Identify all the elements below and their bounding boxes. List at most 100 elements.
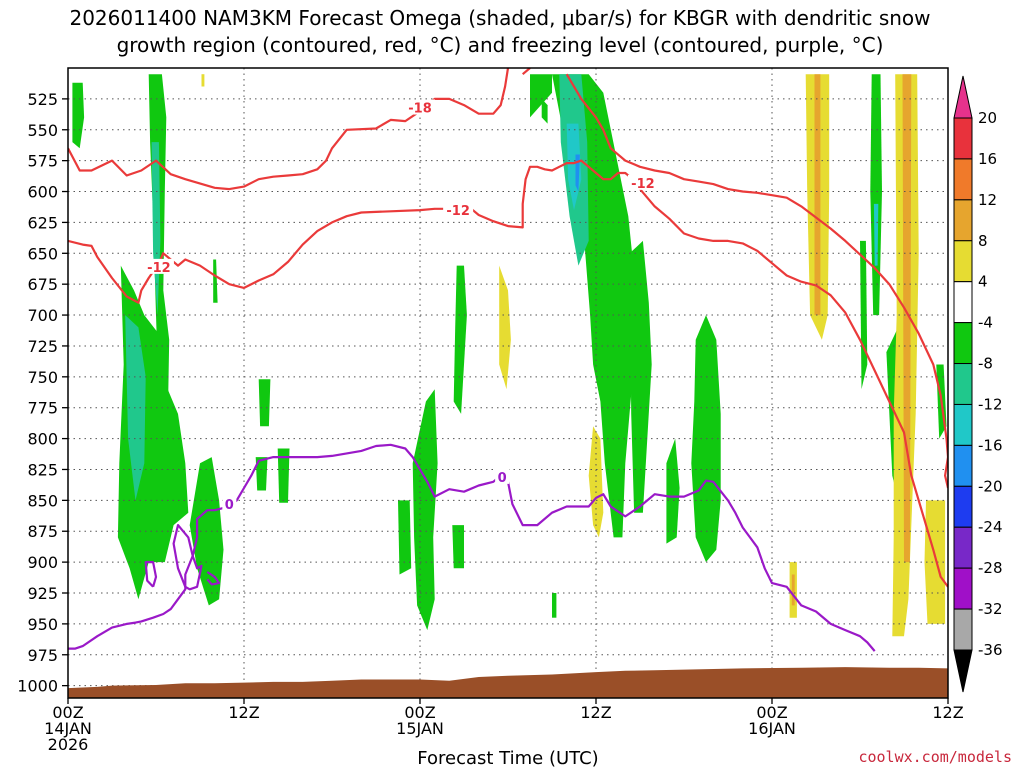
colorbar-bin-4 [953,281,973,324]
y-tick-label-0: 525 [27,90,58,109]
omega-region-13 [541,98,548,124]
colorbar-bin-10 [953,526,973,569]
colorbar-label-11: -28 [978,559,1003,577]
colorbar-under-arrow [953,649,973,693]
colorbar-bin-6 [953,363,973,405]
title-line-1: 2026011400 NAM3KM Forecast Omega (shaded… [69,6,930,30]
y-tick-label-8: 725 [27,337,58,356]
omega-region-35 [924,500,946,624]
y-axis: 525 550 575 600 625 650 675 700 725 750 775 800 825 8… [17,90,68,696]
colorbar-bin-0 [953,117,973,160]
terrain-fill [68,667,948,698]
colorbar-bin-9 [953,485,973,528]
x-tick-label-0-0: 00Z [52,703,83,722]
colorbar-label-10: -24 [978,518,1003,536]
terrain-polygon [68,667,948,698]
contour-label-bg-3 [627,174,658,190]
freezing-contour-3 [206,571,221,586]
colorbar-label-6: -8 [978,355,993,373]
omega-region-7 [255,457,268,491]
dgz-contour-1 [68,159,948,588]
omega-shading [72,74,947,637]
colorbar-label-13: -36 [978,641,1003,659]
y-tick-label-14: 875 [27,522,58,541]
colorbar-bin-3 [953,240,973,283]
contour-label-1: -12 [147,261,171,276]
dgz-contour-3 [565,73,948,489]
colorbar-label-0: 20 [978,109,997,127]
omega-region-19 [870,74,882,316]
contour-labels: -18 -12 -12 -12 0 0 [143,99,658,513]
omega-region-11 [453,265,467,414]
colorbar: 20 16 12 8 4 -4 -8 -12 -16 -20 -24 -28 -32 -36 [953,75,1003,693]
colorbar-bin-5 [953,322,973,365]
x-tick-label-5-0: 12Z [932,703,963,722]
colorbar-bin-11 [953,567,973,610]
colorbar-label-2: 12 [978,191,997,209]
y-tick-label-10: 775 [27,399,58,418]
x-tick-label-3-0: 12Z [580,703,611,722]
y-tick-label-9: 750 [27,368,58,387]
y-tick-label-5: 650 [27,244,58,263]
colorbar-bin-2 [953,199,973,242]
contour-label-5: 0 [498,471,507,486]
omega-region-31 [499,265,511,390]
x-tick-label-4-0: 00Z [756,703,787,722]
colorbar-label-12: -32 [978,600,1003,618]
omega-region-12 [530,74,552,118]
y-tick-label-3: 600 [27,183,58,202]
dgz-contour-0 [68,68,510,191]
y-tick-label-2: 575 [27,152,58,171]
colorbar-label-9: -20 [978,477,1003,495]
x-tick-label-0-2: 2026 [48,735,89,754]
y-tick-label-11: 800 [27,430,58,449]
colorbar-label-5: -4 [978,314,993,332]
x-tick-label-4-1: 16JAN [748,719,796,738]
y-tick-label-13: 850 [27,491,58,510]
omega-region-8 [412,389,438,631]
contour-label-4: 0 [225,498,234,513]
freezing-contour-0 [68,443,876,652]
contour-lines [68,68,948,652]
x-tick-label-2-1: 15JAN [396,719,444,738]
omega-region-16 [666,438,680,544]
colorbar-label-4: 4 [978,273,988,291]
omega-region-37 [814,74,821,316]
contour-label-2: -12 [446,204,470,219]
y-tick-label-4: 625 [27,213,58,232]
freezing-contour-1 [172,523,203,591]
omega-region-14 [552,74,638,538]
credit-text: coolwx.com/models [858,748,1012,766]
y-tick-label-12: 825 [27,460,58,479]
y-tick-label-1: 550 [27,121,58,140]
contour-label-0: -18 [408,102,432,117]
contour-label-3: -12 [631,177,655,192]
contour-label-bg-0 [405,99,435,115]
omega-region-10 [452,525,464,569]
x-tick-label-0-1: 14JAN [44,719,92,738]
y-tick-label-15: 900 [27,553,58,572]
colorbar-label-1: 16 [978,150,997,168]
y-tick-label-7: 700 [27,306,58,325]
omega-region-18 [552,593,557,618]
omega-region-9 [398,500,412,575]
y-tick-label-18: 975 [27,646,58,665]
colorbar-label-3: 8 [978,232,988,250]
omega-region-30 [201,74,205,87]
omega-region-39 [791,574,795,606]
colorbar-bin-8 [953,444,973,487]
contour-label-bg-1 [143,258,174,274]
omega-region-6 [277,448,290,503]
contour-label-bg-4 [222,496,237,512]
y-tick-label-19: 1000 [17,677,58,696]
title-line-2: growth region (contoured, red, °C) and f… [117,33,884,57]
omega-region-0 [72,82,85,149]
freezing-contour-2 [144,560,158,588]
omega-region-29 [873,203,879,266]
colorbar-bin-7 [953,403,973,446]
dgz-contour-2 [521,68,531,76]
y-tick-label-17: 950 [27,615,58,634]
